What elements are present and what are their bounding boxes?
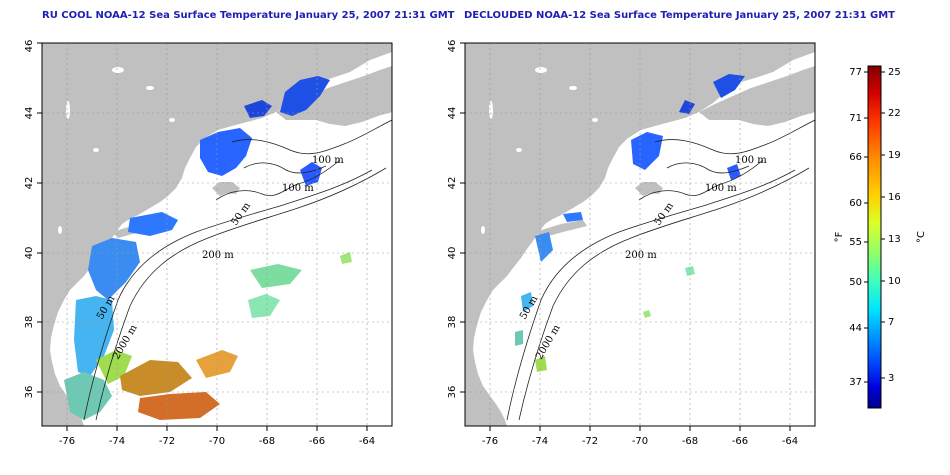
right-y-tick-label: 44 (447, 107, 458, 120)
left-x-tick-label: -74 (109, 436, 125, 447)
colorbar-c-tick-label: 19 (888, 150, 901, 161)
colorbar-c-tick-label: 10 (888, 276, 901, 287)
colorbar-c-tick-label: 3 (888, 373, 894, 384)
left-y-tick-label: 42 (24, 177, 35, 190)
colorbar-c-tick-label: 25 (888, 67, 901, 78)
left-x-tick-label: -66 (309, 436, 325, 447)
right-isobath-label-1: 100 m (735, 155, 767, 166)
left-x-tick-label: -76 (59, 436, 75, 447)
right-isobath-label-2: 100 m (705, 183, 737, 194)
colorbar-f-tick-label: 55 (849, 237, 862, 248)
colorbar-c-ticks (881, 71, 885, 379)
right-panel-title: DECLOUDED NOAA-12 Sea Surface Temperatur… (464, 10, 896, 21)
right-nova-scotia (699, 66, 815, 126)
left-nova-scotia (276, 66, 392, 126)
colorbar-f-ticks (864, 71, 868, 383)
left-x-tick-label: -70 (209, 436, 225, 447)
left-y-tick-label: 38 (24, 316, 35, 329)
right-x-tick-label: -72 (582, 436, 598, 447)
right-grid (465, 43, 815, 426)
left-map-panel: 100 m 100 m 50 m 200 m 50 m 2000 m -76 -… (24, 40, 393, 447)
left-x-tick-label: -64 (359, 436, 375, 447)
left-chesapeake-bay (63, 306, 74, 372)
right-y-tick-label: 38 (447, 316, 458, 329)
right-y-tick-label: 46 (447, 40, 458, 53)
right-x-tick-label: -66 (732, 436, 748, 447)
right-delmarva (498, 296, 511, 356)
colorbar-fahrenheit-label: °F (834, 231, 845, 242)
right-chesapeake-bay (486, 306, 497, 372)
left-isobath-label-4: 200 m (202, 250, 234, 261)
left-y-axis-ticks (37, 42, 42, 393)
colorbar-c-tick-label: 7 (888, 317, 894, 328)
colorbar-celsius-label: °C (916, 231, 927, 243)
colorbar-c-tick-label: 16 (888, 192, 901, 203)
colorbar-c-tick-label: 22 (888, 108, 901, 119)
right-bathymetry-contours (506, 119, 815, 421)
right-land-mass (465, 43, 815, 426)
colorbar-f-tick-label: 44 (849, 323, 862, 334)
right-x-tick-label: -74 (532, 436, 548, 447)
left-y-tick-label: 36 (24, 386, 35, 399)
right-x-axis-ticks (489, 426, 791, 431)
left-y-tick-label: 44 (24, 107, 35, 120)
right-x-tick-label: -70 (632, 436, 648, 447)
right-x-tick-label: -76 (482, 436, 498, 447)
right-sst-imagery (515, 74, 745, 372)
colorbar-c-tick-label: 13 (888, 234, 901, 245)
left-grid (42, 43, 392, 426)
left-x-tick-label: -72 (159, 436, 175, 447)
right-x-tick-label: -64 (782, 436, 798, 447)
left-isobath-label-2: 100 m (282, 183, 314, 194)
right-isobath-label-4: 200 m (625, 250, 657, 261)
right-x-tick-label: -68 (682, 436, 698, 447)
right-y-tick-label: 36 (447, 386, 458, 399)
right-y-tick-label: 40 (447, 247, 458, 260)
right-y-tick-label: 42 (447, 177, 458, 190)
colorbar-f-tick-label: 37 (849, 377, 862, 388)
colorbar-gradient (867, 65, 882, 409)
colorbar-f-tick-label: 60 (849, 198, 862, 209)
colorbar-f-tick-label: 50 (849, 277, 862, 288)
colorbar-f-tick-label: 77 (849, 67, 862, 78)
right-y-axis-ticks (460, 42, 465, 393)
colorbar-f-tick-label: 71 (849, 113, 862, 124)
left-y-tick-label: 46 (24, 40, 35, 53)
temperature-colorbar: 77 71 66 60 55 50 44 37 25 22 19 16 13 1… (834, 65, 927, 409)
left-y-tick-label: 40 (24, 247, 35, 260)
left-land-mass (42, 43, 392, 426)
colorbar-f-tick-label: 66 (849, 152, 862, 163)
left-isobath-label-1: 100 m (312, 155, 344, 166)
left-panel-title: RU COOL NOAA-12 Sea Surface Temperature … (42, 10, 455, 21)
left-x-tick-label: -68 (259, 436, 275, 447)
left-x-axis-ticks (66, 426, 368, 431)
right-map-panel: 100 m 100 m 50 m 200 m 50 m 2000 m -76 -… (447, 40, 816, 447)
